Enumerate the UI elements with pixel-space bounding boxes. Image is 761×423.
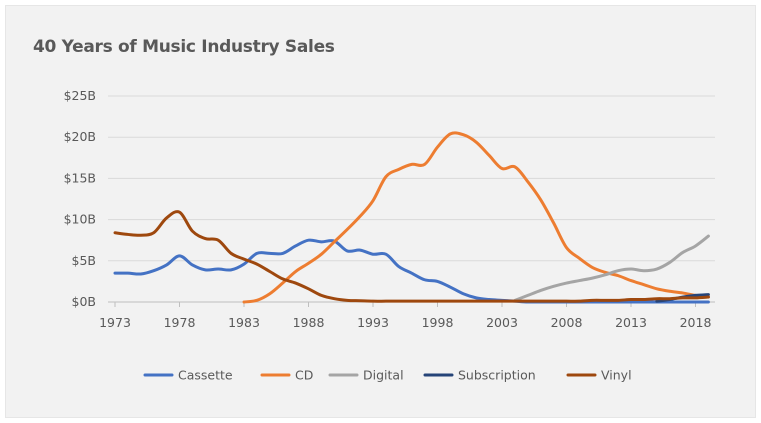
y-tick-label: $10B [64,212,96,227]
legend-label-vinyl: Vinyl [601,368,632,383]
legend-label-subscription: Subscription [458,368,536,383]
x-tick-label: 2018 [680,315,712,330]
y-tick-label: $20B [64,129,96,144]
x-tick-label: 2003 [486,315,518,330]
x-tick-label: 2013 [615,315,647,330]
x-tick-label: 1983 [228,315,260,330]
x-tick-label: 2008 [551,315,583,330]
legend-label-cd: CD [295,368,313,383]
y-tick-label: $5B [72,253,96,268]
x-tick-label: 1978 [164,315,196,330]
x-tick-label: 1973 [99,315,131,330]
x-tick-label: 1988 [293,315,325,330]
series-line-cd [242,131,710,304]
chart-panel [5,5,756,418]
y-tick-label: $0B [72,294,96,309]
legend-label-cassette: Cassette [178,368,233,383]
series-line-cassette [113,238,710,304]
legend-label-digital: Digital [363,368,404,383]
y-tick-label: $25B [64,88,96,103]
x-tick-label: 1998 [422,315,454,330]
series-line-digital [513,234,710,302]
y-tick-label: $15B [64,170,96,185]
x-tick-label: 1993 [357,315,389,330]
chart-title: 40 Years of Music Industry Sales [33,37,335,57]
series-line-vinyl [113,210,710,303]
